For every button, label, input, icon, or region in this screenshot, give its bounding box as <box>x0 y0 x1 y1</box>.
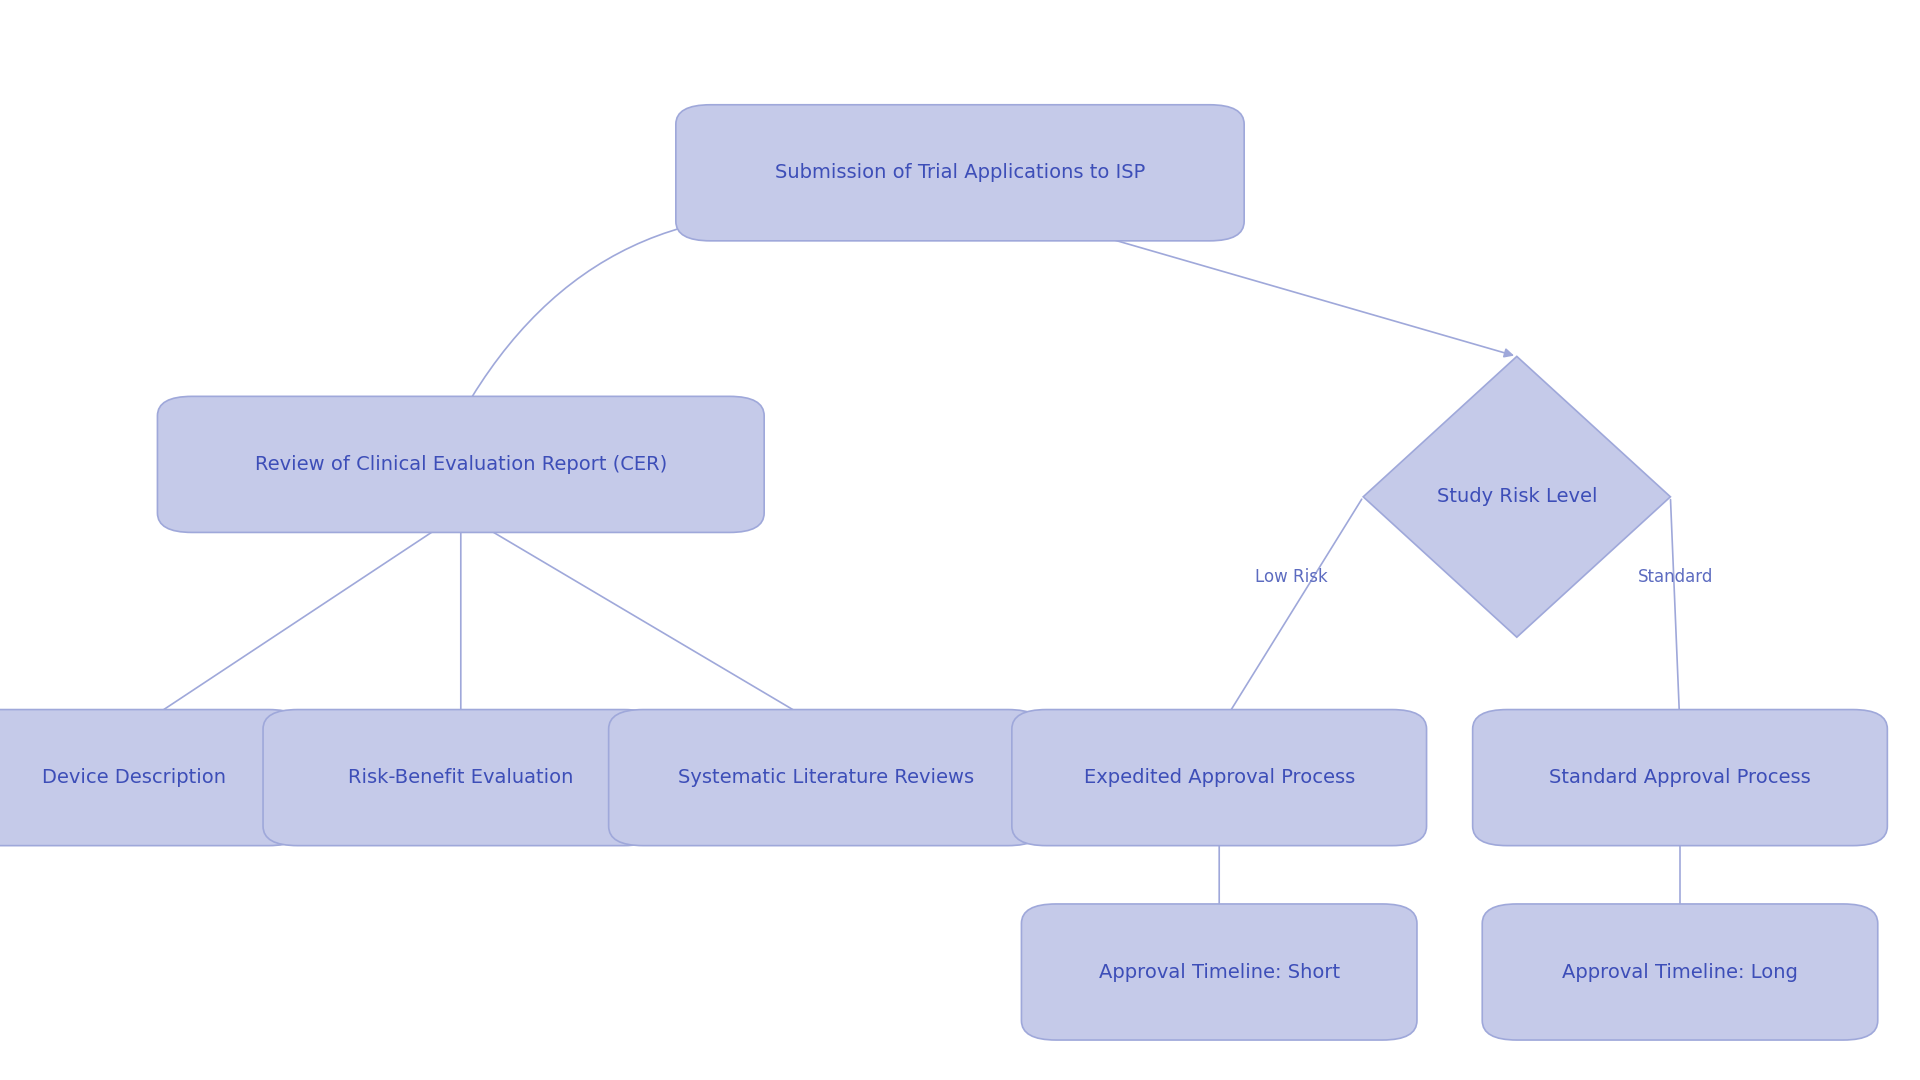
Text: Risk-Benefit Evaluation: Risk-Benefit Evaluation <box>348 768 574 787</box>
FancyBboxPatch shape <box>676 105 1244 241</box>
Text: Approval Timeline: Short: Approval Timeline: Short <box>1098 962 1340 982</box>
Text: Low Risk: Low Risk <box>1256 568 1327 585</box>
Text: Approval Timeline: Long: Approval Timeline: Long <box>1563 962 1797 982</box>
Text: Standard: Standard <box>1638 568 1713 585</box>
Text: Study Risk Level: Study Risk Level <box>1436 487 1597 507</box>
Polygon shape <box>1363 356 1670 637</box>
Text: Submission of Trial Applications to ISP: Submission of Trial Applications to ISP <box>776 163 1144 183</box>
FancyBboxPatch shape <box>263 710 659 846</box>
Text: Review of Clinical Evaluation Report (CER): Review of Clinical Evaluation Report (CE… <box>255 455 666 474</box>
Text: Systematic Literature Reviews: Systematic Literature Reviews <box>678 768 973 787</box>
FancyBboxPatch shape <box>1012 710 1427 846</box>
Text: Device Description: Device Description <box>42 768 227 787</box>
FancyBboxPatch shape <box>1473 710 1887 846</box>
FancyBboxPatch shape <box>1021 904 1417 1040</box>
FancyBboxPatch shape <box>157 396 764 532</box>
FancyBboxPatch shape <box>609 710 1043 846</box>
FancyBboxPatch shape <box>1482 904 1878 1040</box>
Text: Expedited Approval Process: Expedited Approval Process <box>1083 768 1356 787</box>
FancyBboxPatch shape <box>0 710 303 846</box>
Text: Standard Approval Process: Standard Approval Process <box>1549 768 1811 787</box>
